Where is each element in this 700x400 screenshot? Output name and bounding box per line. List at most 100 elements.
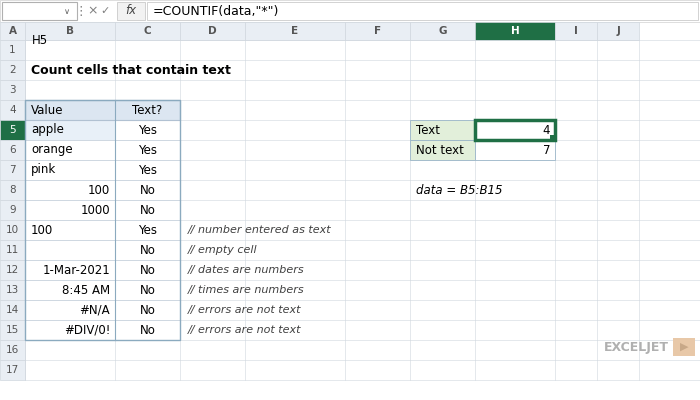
Bar [117, 2, 145, 20]
Text: No: No [139, 244, 155, 256]
Bar [0, 300, 25, 320]
Text: Value: Value [31, 104, 64, 116]
Text: 16: 16 [6, 345, 19, 355]
Bar [475, 120, 555, 140]
Bar [25, 22, 115, 40]
Text: 100: 100 [88, 184, 110, 196]
Bar [147, 2, 698, 20]
Text: ▶: ▶ [680, 342, 688, 352]
Text: No: No [139, 304, 155, 316]
Text: fx: fx [125, 4, 136, 18]
Bar [410, 120, 475, 140]
Bar [0, 360, 25, 380]
Bar [0, 0, 700, 22]
Text: // times are numbers: // times are numbers [188, 285, 304, 295]
Bar [0, 240, 25, 260]
Bar [245, 22, 345, 40]
Bar [0, 140, 25, 160]
Text: 2: 2 [9, 65, 16, 75]
Text: #DIV/0!: #DIV/0! [64, 324, 110, 336]
Text: ×: × [88, 4, 98, 18]
Text: Text: Text [416, 124, 440, 136]
Text: 7: 7 [542, 144, 550, 156]
Text: 13: 13 [6, 285, 19, 295]
Text: C: C [144, 26, 151, 36]
Text: ✓: ✓ [100, 6, 110, 16]
Bar [25, 100, 180, 120]
Bar [410, 22, 475, 40]
Text: No: No [139, 284, 155, 296]
Text: No: No [139, 264, 155, 276]
Text: 1: 1 [9, 45, 16, 55]
Text: 8: 8 [9, 185, 16, 195]
Text: No: No [139, 324, 155, 336]
Text: 3: 3 [9, 85, 16, 95]
Text: Text?: Text? [132, 104, 162, 116]
Text: apple: apple [31, 124, 64, 136]
Text: // empty cell: // empty cell [188, 245, 258, 255]
Text: J: J [616, 26, 620, 36]
Bar [0, 340, 25, 360]
Bar [475, 120, 555, 140]
Text: 1000: 1000 [80, 204, 110, 216]
Text: 15: 15 [6, 325, 19, 335]
Bar [0, 22, 25, 40]
Text: 7: 7 [9, 165, 16, 175]
Text: // number entered as text: // number entered as text [188, 225, 332, 235]
Text: pink: pink [31, 164, 56, 176]
Bar [0, 100, 25, 120]
Bar [345, 22, 410, 40]
Bar [0, 320, 25, 340]
Text: =COUNTIF(data,"*"): =COUNTIF(data,"*") [153, 4, 279, 18]
Text: // errors are not text: // errors are not text [188, 325, 302, 335]
Text: 14: 14 [6, 305, 19, 315]
Bar [0, 180, 25, 200]
Bar [0, 220, 25, 240]
Text: data = B5:B15: data = B5:B15 [416, 184, 503, 196]
Text: H5: H5 [32, 34, 48, 48]
Text: A: A [8, 26, 17, 36]
Bar [550, 135, 555, 140]
Text: Yes: Yes [138, 224, 157, 236]
Bar [673, 338, 695, 356]
Text: H: H [510, 26, 519, 36]
Text: EXCELJET: EXCELJET [604, 340, 669, 354]
Bar [0, 280, 25, 300]
Text: #N/A: #N/A [79, 304, 110, 316]
Text: 6: 6 [9, 145, 16, 155]
Text: orange: orange [31, 144, 73, 156]
Text: No: No [139, 184, 155, 196]
Text: F: F [374, 26, 381, 36]
Text: 8:45 AM: 8:45 AM [62, 284, 110, 296]
Bar [25, 40, 700, 380]
Bar [410, 140, 475, 160]
Text: 1-Mar-2021: 1-Mar-2021 [42, 264, 110, 276]
Text: I: I [574, 26, 578, 36]
Bar [555, 22, 597, 40]
Text: G: G [438, 26, 447, 36]
Bar [0, 80, 25, 100]
Text: Not text: Not text [416, 144, 464, 156]
Text: Yes: Yes [138, 144, 157, 156]
Bar [0, 160, 25, 180]
Text: No: No [139, 204, 155, 216]
Text: E: E [291, 26, 299, 36]
Bar [2, 2, 77, 20]
Text: Yes: Yes [138, 124, 157, 136]
Text: ⋮: ⋮ [75, 4, 88, 18]
Bar [597, 22, 639, 40]
Text: 4: 4 [9, 105, 16, 115]
Text: // errors are not text: // errors are not text [188, 305, 302, 315]
Text: D: D [208, 26, 217, 36]
Bar [0, 260, 25, 280]
Bar [0, 40, 25, 60]
Bar [25, 100, 180, 120]
Text: B: B [66, 26, 74, 36]
Text: 9: 9 [9, 205, 16, 215]
Text: 12: 12 [6, 265, 19, 275]
Bar [0, 200, 25, 220]
Text: 11: 11 [6, 245, 19, 255]
Bar [0, 60, 25, 80]
Bar [25, 100, 180, 340]
Text: 5: 5 [9, 125, 16, 135]
